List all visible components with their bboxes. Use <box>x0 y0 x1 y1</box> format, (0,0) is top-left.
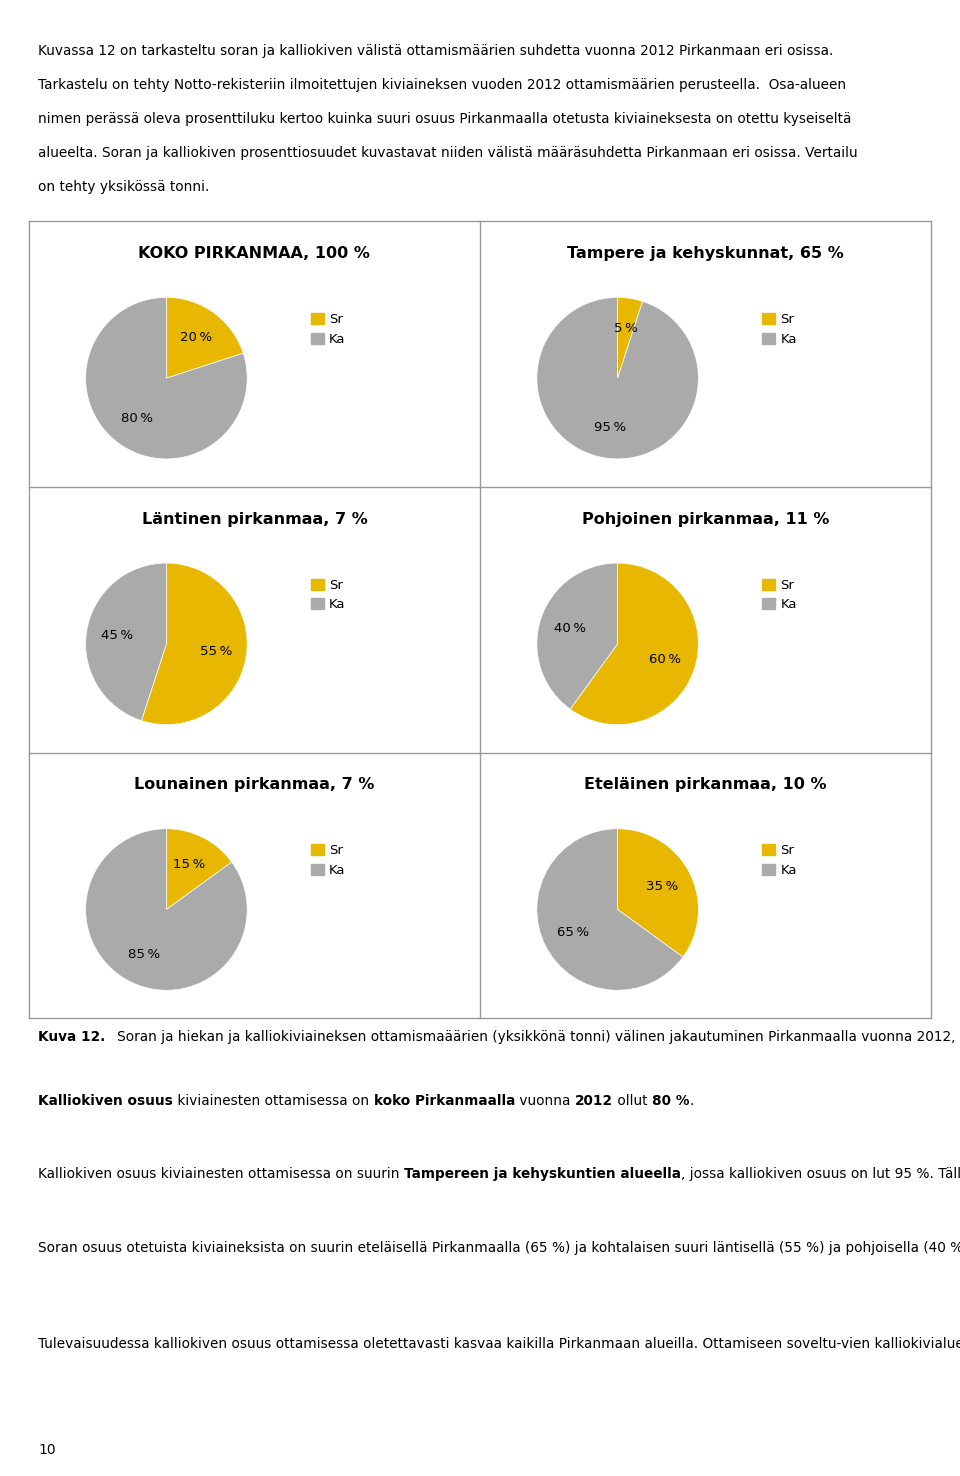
Wedge shape <box>537 297 698 459</box>
Legend: Sr, Ka: Sr, Ka <box>311 579 346 611</box>
Text: alueelta. Soran ja kalliokiven prosenttiosuudet kuvastavat niiden välistä määräs: alueelta. Soran ja kalliokiven prosentti… <box>38 146 858 159</box>
Legend: Sr, Ka: Sr, Ka <box>311 313 346 345</box>
Text: 65 %: 65 % <box>557 925 589 939</box>
Text: Tampereen ja kehyskuntien alueella: Tampereen ja kehyskuntien alueella <box>404 1166 682 1181</box>
Text: Eteläinen pirkanmaa, 10 %: Eteläinen pirkanmaa, 10 % <box>585 778 827 793</box>
Wedge shape <box>570 562 698 725</box>
Wedge shape <box>141 562 247 725</box>
Wedge shape <box>85 562 166 720</box>
Text: Kalliokiven osuus: Kalliokiven osuus <box>38 1095 173 1108</box>
Text: Tarkastelu on tehty Notto-rekisteriin ilmoitettujen kiviaineksen vuoden 2012 ott: Tarkastelu on tehty Notto-rekisteriin il… <box>38 78 847 92</box>
Text: 15 %: 15 % <box>173 859 205 871</box>
Legend: Sr, Ka: Sr, Ka <box>762 313 797 345</box>
Text: 2012: 2012 <box>575 1095 612 1108</box>
Text: 10: 10 <box>38 1444 56 1457</box>
Text: 35 %: 35 % <box>646 880 679 893</box>
Text: 20 %: 20 % <box>180 331 212 344</box>
Text: 45 %: 45 % <box>101 629 133 642</box>
Text: 80 %: 80 % <box>652 1095 689 1108</box>
Wedge shape <box>617 828 698 956</box>
Legend: Sr, Ka: Sr, Ka <box>762 844 797 877</box>
Text: 60 %: 60 % <box>649 652 682 666</box>
Wedge shape <box>617 297 642 378</box>
Text: Tulevaisuudessa kalliokiven osuus ottamisessa oletettavasti kasvaa kaikilla Pirk: Tulevaisuudessa kalliokiven osuus ottami… <box>38 1337 960 1351</box>
Text: Soran osuus otetuista kiviaineksista on suurin eteläisellä Pirkanmaalla (65 %) j: Soran osuus otetuista kiviaineksista on … <box>38 1240 960 1255</box>
Wedge shape <box>166 828 231 909</box>
Wedge shape <box>85 297 247 459</box>
Text: , jossa kalliokiven osuus on lut 95 %. Tällä alueella kiviaineksen tarve on suur: , jossa kalliokiven osuus on lut 95 %. T… <box>682 1166 960 1181</box>
Text: 80 %: 80 % <box>121 412 153 425</box>
Wedge shape <box>537 562 617 708</box>
Text: 40 %: 40 % <box>554 621 586 635</box>
Text: Pohjoinen pirkanmaa, 11 %: Pohjoinen pirkanmaa, 11 % <box>582 512 829 527</box>
Legend: Sr, Ka: Sr, Ka <box>311 844 346 877</box>
Text: 55 %: 55 % <box>200 645 232 658</box>
Text: on tehty yksikössä tonni.: on tehty yksikössä tonni. <box>38 180 210 193</box>
Text: Kuvassa 12 on tarkasteltu soran ja kalliokiven välistä ottamismäärien suhdetta v: Kuvassa 12 on tarkasteltu soran ja kalli… <box>38 44 834 58</box>
Text: Kuva 12.: Kuva 12. <box>38 1030 106 1044</box>
Wedge shape <box>85 828 247 990</box>
Text: Lounainen pirkanmaa, 7 %: Lounainen pirkanmaa, 7 % <box>134 778 374 793</box>
Text: Kalliokiven osuus kiviainesten ottamisessa on suurin: Kalliokiven osuus kiviainesten ottamises… <box>38 1166 404 1181</box>
Text: ollut: ollut <box>612 1095 652 1108</box>
Wedge shape <box>537 828 683 990</box>
Text: Tampere ja kehyskunnat, 65 %: Tampere ja kehyskunnat, 65 % <box>567 246 844 261</box>
Text: kiviainesten ottamisessa on: kiviainesten ottamisessa on <box>173 1095 373 1108</box>
Text: KOKO PIRKANMAA, 100 %: KOKO PIRKANMAA, 100 % <box>138 246 371 261</box>
Text: 95 %: 95 % <box>593 421 626 434</box>
Text: 5 %: 5 % <box>613 322 637 335</box>
Text: 85 %: 85 % <box>128 948 159 961</box>
Text: vuonna: vuonna <box>515 1095 575 1108</box>
Wedge shape <box>166 297 243 378</box>
Text: koko Pirkanmaalla: koko Pirkanmaalla <box>373 1095 515 1108</box>
Text: Soran ja hiekan ja kalliokiviaineksen ottamismaäärien (yksikkönä tonni) välinen : Soran ja hiekan ja kalliokiviaineksen ot… <box>104 1030 960 1044</box>
Legend: Sr, Ka: Sr, Ka <box>762 579 797 611</box>
Text: Läntinen pirkanmaa, 7 %: Läntinen pirkanmaa, 7 % <box>141 512 368 527</box>
Text: nimen perässä oleva prosenttiluku kertoo kuinka suuri osuus Pirkanmaalla otetust: nimen perässä oleva prosenttiluku kertoo… <box>38 112 852 125</box>
Text: .: . <box>689 1095 693 1108</box>
